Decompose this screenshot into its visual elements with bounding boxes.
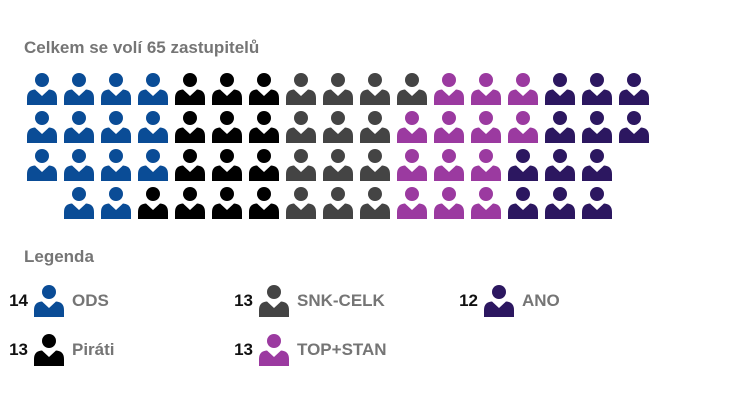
legend-party-name: ANO [522,291,560,310]
seat-icon [101,73,131,105]
seat-icon [175,187,205,219]
seat-icon [101,111,131,143]
seat-icon [508,187,538,219]
seat-icon [175,111,205,143]
legend-count: 13 [234,291,253,310]
legend-count: 14 [9,291,28,310]
seat-icon [101,187,131,219]
seat-icon [249,187,279,219]
seat-icon [545,111,575,143]
seat-icon [286,73,316,105]
seat-icon [212,73,242,105]
legend-party-name: ODS [72,291,109,310]
seat-icon [619,73,649,105]
seat-icon [64,111,94,143]
seat-icon [582,111,612,143]
seat-icon [545,73,575,105]
seat-icon [138,111,168,143]
seat-icon [582,187,612,219]
seat-icon [212,149,242,181]
seat-icon [434,73,464,105]
legend-count: 12 [459,291,478,310]
person-icon [484,285,514,317]
seat-icon [582,149,612,181]
seat-icon [360,73,390,105]
legend-title: Legenda [24,247,94,266]
seat-icon [323,187,353,219]
seat-icon [360,187,390,219]
seat-icon [471,111,501,143]
seat-icon [434,111,464,143]
seat-icon [545,187,575,219]
seat-icon [360,149,390,181]
seat-icon [508,73,538,105]
seat-icon [138,149,168,181]
seat-icon [434,149,464,181]
seat-icon [434,187,464,219]
seat-icon [397,149,427,181]
seat-icon [249,73,279,105]
seat-icon [471,187,501,219]
seat-icon [545,149,575,181]
seat-grid [27,73,649,219]
seat-icon [64,149,94,181]
person-icon [259,285,289,317]
seat-icon [175,149,205,181]
legend-count: 13 [9,340,28,359]
person-icon [34,334,64,366]
seat-icon [471,149,501,181]
seat-icon [249,111,279,143]
seat-icon [212,187,242,219]
seat-icon [323,149,353,181]
legend-count: 13 [234,340,253,359]
seat-icon [582,73,612,105]
seat-icon [508,111,538,143]
seat-icon [360,111,390,143]
seat-icon [508,149,538,181]
seat-icon [619,111,649,143]
seat-icon [27,149,57,181]
seat-icon [323,111,353,143]
seat-icon [249,149,279,181]
seat-icon [471,73,501,105]
legend-party-name: SNK-CELK [297,291,385,310]
chart-title: Celkem se volí 65 zastupitelů [24,38,260,57]
seat-icon [286,149,316,181]
person-icon [259,334,289,366]
seat-icon [27,111,57,143]
seat-icon [64,187,94,219]
legend-party-name: Piráti [72,340,115,359]
seat-icon [138,187,168,219]
seat-icon [286,111,316,143]
legend-party-name: TOP+STAN [297,340,387,359]
seat-icon [101,149,131,181]
seat-icon [397,73,427,105]
seat-icon [397,111,427,143]
seat-icon [27,73,57,105]
seat-icon [175,73,205,105]
seat-icon [397,187,427,219]
person-icon [34,285,64,317]
seat-icon [64,73,94,105]
seat-icon [138,73,168,105]
seat-icon [286,187,316,219]
seat-icon [323,73,353,105]
seat-icon [212,111,242,143]
